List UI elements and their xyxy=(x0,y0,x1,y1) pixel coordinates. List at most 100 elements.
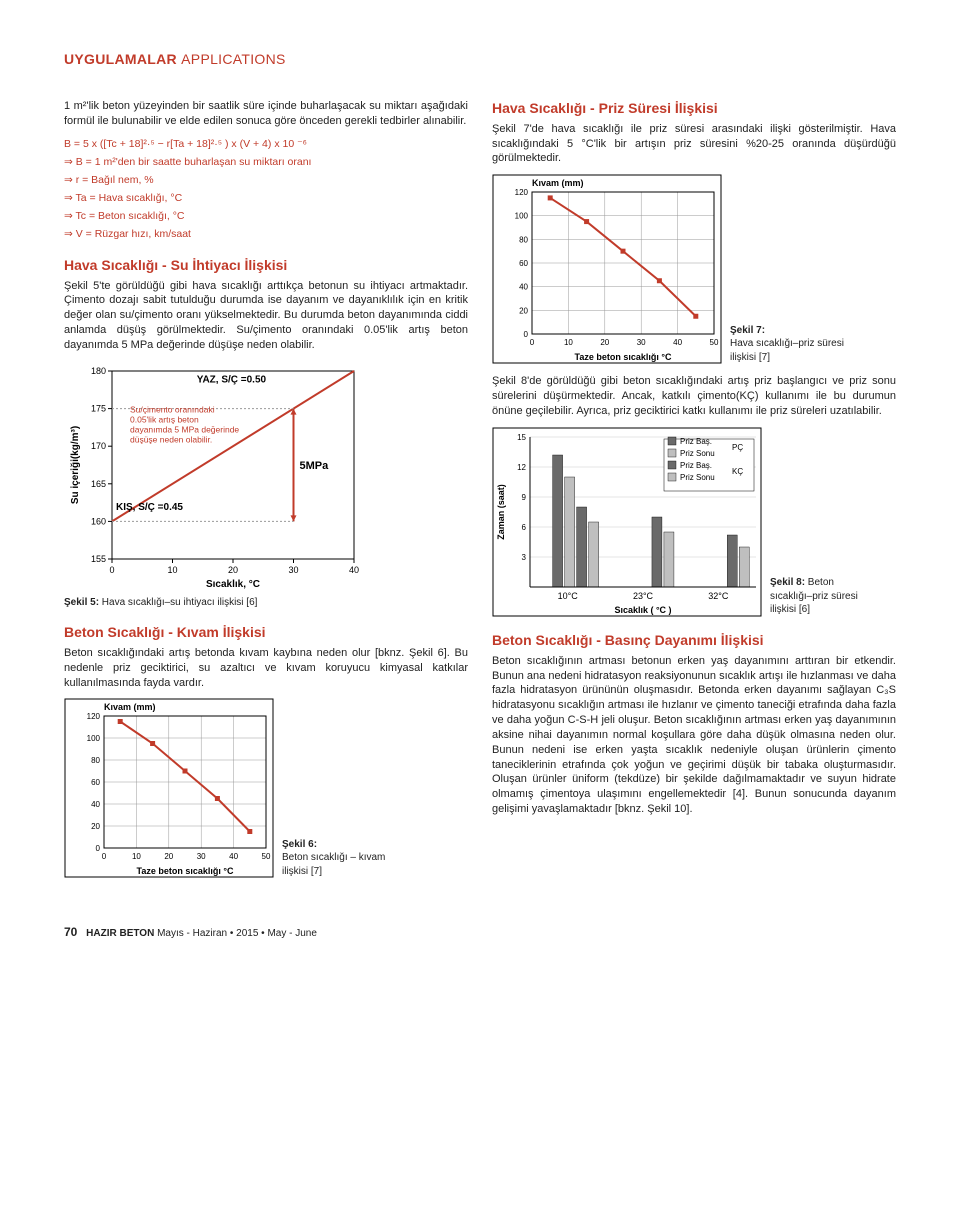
formula-r: r = Bağıl nem, % xyxy=(64,173,468,187)
svg-text:180: 180 xyxy=(91,366,106,376)
section-priz-title: Hava Sıcaklığı - Priz Süresi İlişkisi xyxy=(492,99,896,118)
svg-text:165: 165 xyxy=(91,479,106,489)
svg-text:20: 20 xyxy=(600,338,609,347)
svg-text:50: 50 xyxy=(710,338,719,347)
svg-text:30: 30 xyxy=(288,565,298,575)
svg-text:40: 40 xyxy=(519,283,528,292)
svg-text:20: 20 xyxy=(91,822,100,831)
svg-text:dayanımda 5 MPa değerinde: dayanımda 5 MPa değerinde xyxy=(130,424,239,434)
svg-text:120: 120 xyxy=(87,712,101,721)
svg-text:Sıcaklık, °C: Sıcaklık, °C xyxy=(206,579,260,590)
figure-7-row: Kıvam (mm)02040608010012001020304050Taze… xyxy=(492,174,896,364)
svg-text:KÇ: KÇ xyxy=(732,467,743,476)
svg-text:20: 20 xyxy=(519,307,528,316)
svg-text:175: 175 xyxy=(91,403,106,413)
svg-text:YAZ, S/Ç =0.50: YAZ, S/Ç =0.50 xyxy=(197,374,267,385)
svg-text:Taze beton sıcaklığı °C: Taze beton sıcaklığı °C xyxy=(575,352,672,362)
section-su-ihtiyaci-body: Şekil 5'te görüldüğü gibi hava sıcaklığı… xyxy=(64,279,468,353)
svg-text:155: 155 xyxy=(91,554,106,564)
svg-text:Su içeriği(kg/m³): Su içeriği(kg/m³) xyxy=(70,426,81,504)
figure-7-caption: Şekil 7: Hava sıcaklığı–priz süresi iliş… xyxy=(730,324,850,365)
page-header: UYGULAMALAR APPLICATIONS xyxy=(64,50,896,69)
section-basinc-title: Beton Sıcaklığı - Basınç Dayanımı İlişki… xyxy=(492,631,896,650)
svg-text:Zaman (saat): Zaman (saat) xyxy=(496,484,506,540)
svg-text:10: 10 xyxy=(132,852,141,861)
formula-block: B = 5 x ([Tc + 18]²·⁵ − r[Ta + 18]²·⁵ ) … xyxy=(64,137,468,242)
svg-text:0: 0 xyxy=(530,338,535,347)
figure-5-caption: Şekil 5: Hava sıcaklığı–su ihtiyacı iliş… xyxy=(64,596,468,610)
svg-text:düşüşe neden olabilir.: düşüşe neden olabilir. xyxy=(130,434,212,444)
svg-text:0: 0 xyxy=(102,852,107,861)
svg-text:Priz Sonu: Priz Sonu xyxy=(680,473,715,482)
figure-6-chart: Kıvam (mm) 0 20 40 60 80 100 120 0 10 20 30 40 50 Taze… xyxy=(64,698,274,878)
svg-text:20: 20 xyxy=(228,565,238,575)
svg-text:40: 40 xyxy=(673,338,682,347)
intro-paragraph: 1 m²'lik beton yüzeyinden bir saatlik sü… xyxy=(64,99,468,129)
svg-text:10: 10 xyxy=(167,565,177,575)
svg-text:30: 30 xyxy=(197,852,206,861)
svg-text:12: 12 xyxy=(517,463,526,472)
svg-text:3: 3 xyxy=(522,553,527,562)
formula-b: B = 1 m²'den bir saatte buharlaşan su mi… xyxy=(64,155,468,169)
svg-text:80: 80 xyxy=(519,236,528,245)
section-kivam-body: Beton sıcaklığındaki artış betonda kıvam… xyxy=(64,646,468,691)
section-su-ihtiyaci-title: Hava Sıcaklığı - Su İhtiyacı İlişkisi xyxy=(64,256,468,275)
footer-date: Mayıs - Haziran • 2015 • May - June xyxy=(157,928,317,939)
svg-text:Priz Baş.: Priz Baş. xyxy=(680,461,712,470)
header-thin: APPLICATIONS xyxy=(181,51,285,67)
magazine-name: HAZIR BETON xyxy=(86,928,154,939)
svg-text:0: 0 xyxy=(524,330,529,339)
figure-6-caption: Şekil 6: Beton sıcaklığı – kıvam ilişkis… xyxy=(282,838,392,879)
svg-text:50: 50 xyxy=(262,852,271,861)
svg-text:PÇ: PÇ xyxy=(732,443,743,452)
header-strong: UYGULAMALAR xyxy=(64,51,177,67)
svg-text:30: 30 xyxy=(637,338,646,347)
left-column: 1 m²'lik beton yüzeyinden bir saatlik sü… xyxy=(64,99,468,889)
section-basinc-body: Beton sıcaklığının artması betonun erken… xyxy=(492,654,896,817)
figure-5: 155 160 165 170 175 180 0 10 20 30 40 Su içeriği(kg… xyxy=(64,361,468,596)
svg-text:60: 60 xyxy=(91,778,100,787)
svg-text:160: 160 xyxy=(91,516,106,526)
svg-text:0: 0 xyxy=(109,565,114,575)
priz-after-paragraph: Şekil 8'de görüldüğü gibi beton sıcaklığ… xyxy=(492,374,896,419)
svg-text:Su/çimento oranındaki: Su/çimento oranındaki xyxy=(130,404,215,414)
svg-text:10°C: 10°C xyxy=(558,591,579,601)
svg-text:0.05'lik artış beton: 0.05'lik artış beton xyxy=(130,414,199,424)
figure-8-chart: 3691215Zaman (saat)10°C23°C32°CSıcaklık … xyxy=(492,427,762,617)
svg-text:100: 100 xyxy=(87,734,101,743)
svg-text:100: 100 xyxy=(515,212,529,221)
svg-text:40: 40 xyxy=(91,800,100,809)
svg-text:0: 0 xyxy=(96,844,101,853)
figure-8-caption: Şekil 8: Beton sıcaklığı–priz süresi ili… xyxy=(770,576,870,617)
svg-text:Taze beton sıcaklığı °C: Taze beton sıcaklığı °C xyxy=(137,866,234,876)
svg-text:9: 9 xyxy=(522,493,527,502)
formula-ta: Ta = Hava sıcaklığı, °C xyxy=(64,191,468,205)
section-kivam-title: Beton Sıcaklığı - Kıvam İlişkisi xyxy=(64,623,468,642)
svg-text:15: 15 xyxy=(517,433,526,442)
svg-text:80: 80 xyxy=(91,756,100,765)
svg-text:60: 60 xyxy=(519,259,528,268)
svg-text:10: 10 xyxy=(564,338,573,347)
figure-5-chart: 155 160 165 170 175 180 0 10 20 30 40 Su içeriği(kg… xyxy=(64,361,364,591)
svg-text:40: 40 xyxy=(229,852,238,861)
svg-text:5MPa: 5MPa xyxy=(300,459,330,471)
svg-text:Priz Baş.: Priz Baş. xyxy=(680,437,712,446)
svg-text:Kıvam (mm): Kıvam (mm) xyxy=(532,178,584,188)
svg-text:40: 40 xyxy=(349,565,359,575)
svg-text:20: 20 xyxy=(164,852,173,861)
svg-text:Priz Sonu: Priz Sonu xyxy=(680,449,715,458)
svg-text:Sıcaklık ( °C ): Sıcaklık ( °C ) xyxy=(614,605,671,615)
svg-text:KIŞ, S/Ç =0.45: KIŞ, S/Ç =0.45 xyxy=(116,502,183,513)
figure-7-chart: Kıvam (mm)02040608010012001020304050Taze… xyxy=(492,174,722,364)
svg-text:6: 6 xyxy=(522,523,527,532)
formula-v: V = Rüzgar hızı, km/saat xyxy=(64,227,468,241)
figure-8-row: 3691215Zaman (saat)10°C23°C32°CSıcaklık … xyxy=(492,427,896,617)
right-column: Hava Sıcaklığı - Priz Süresi İlişkisi Şe… xyxy=(492,99,896,889)
two-column-layout: 1 m²'lik beton yüzeyinden bir saatlik sü… xyxy=(64,99,896,889)
svg-text:Kıvam (mm): Kıvam (mm) xyxy=(104,702,156,712)
svg-text:170: 170 xyxy=(91,441,106,451)
section-priz-body: Şekil 7'de hava sıcaklığı ile priz süres… xyxy=(492,122,896,167)
page-number: 70 xyxy=(64,925,77,939)
formula-tc: Tc = Beton sıcaklığı, °C xyxy=(64,209,468,223)
page-footer: 70 HAZIR BETON Mayıs - Haziran • 2015 • … xyxy=(64,924,896,941)
